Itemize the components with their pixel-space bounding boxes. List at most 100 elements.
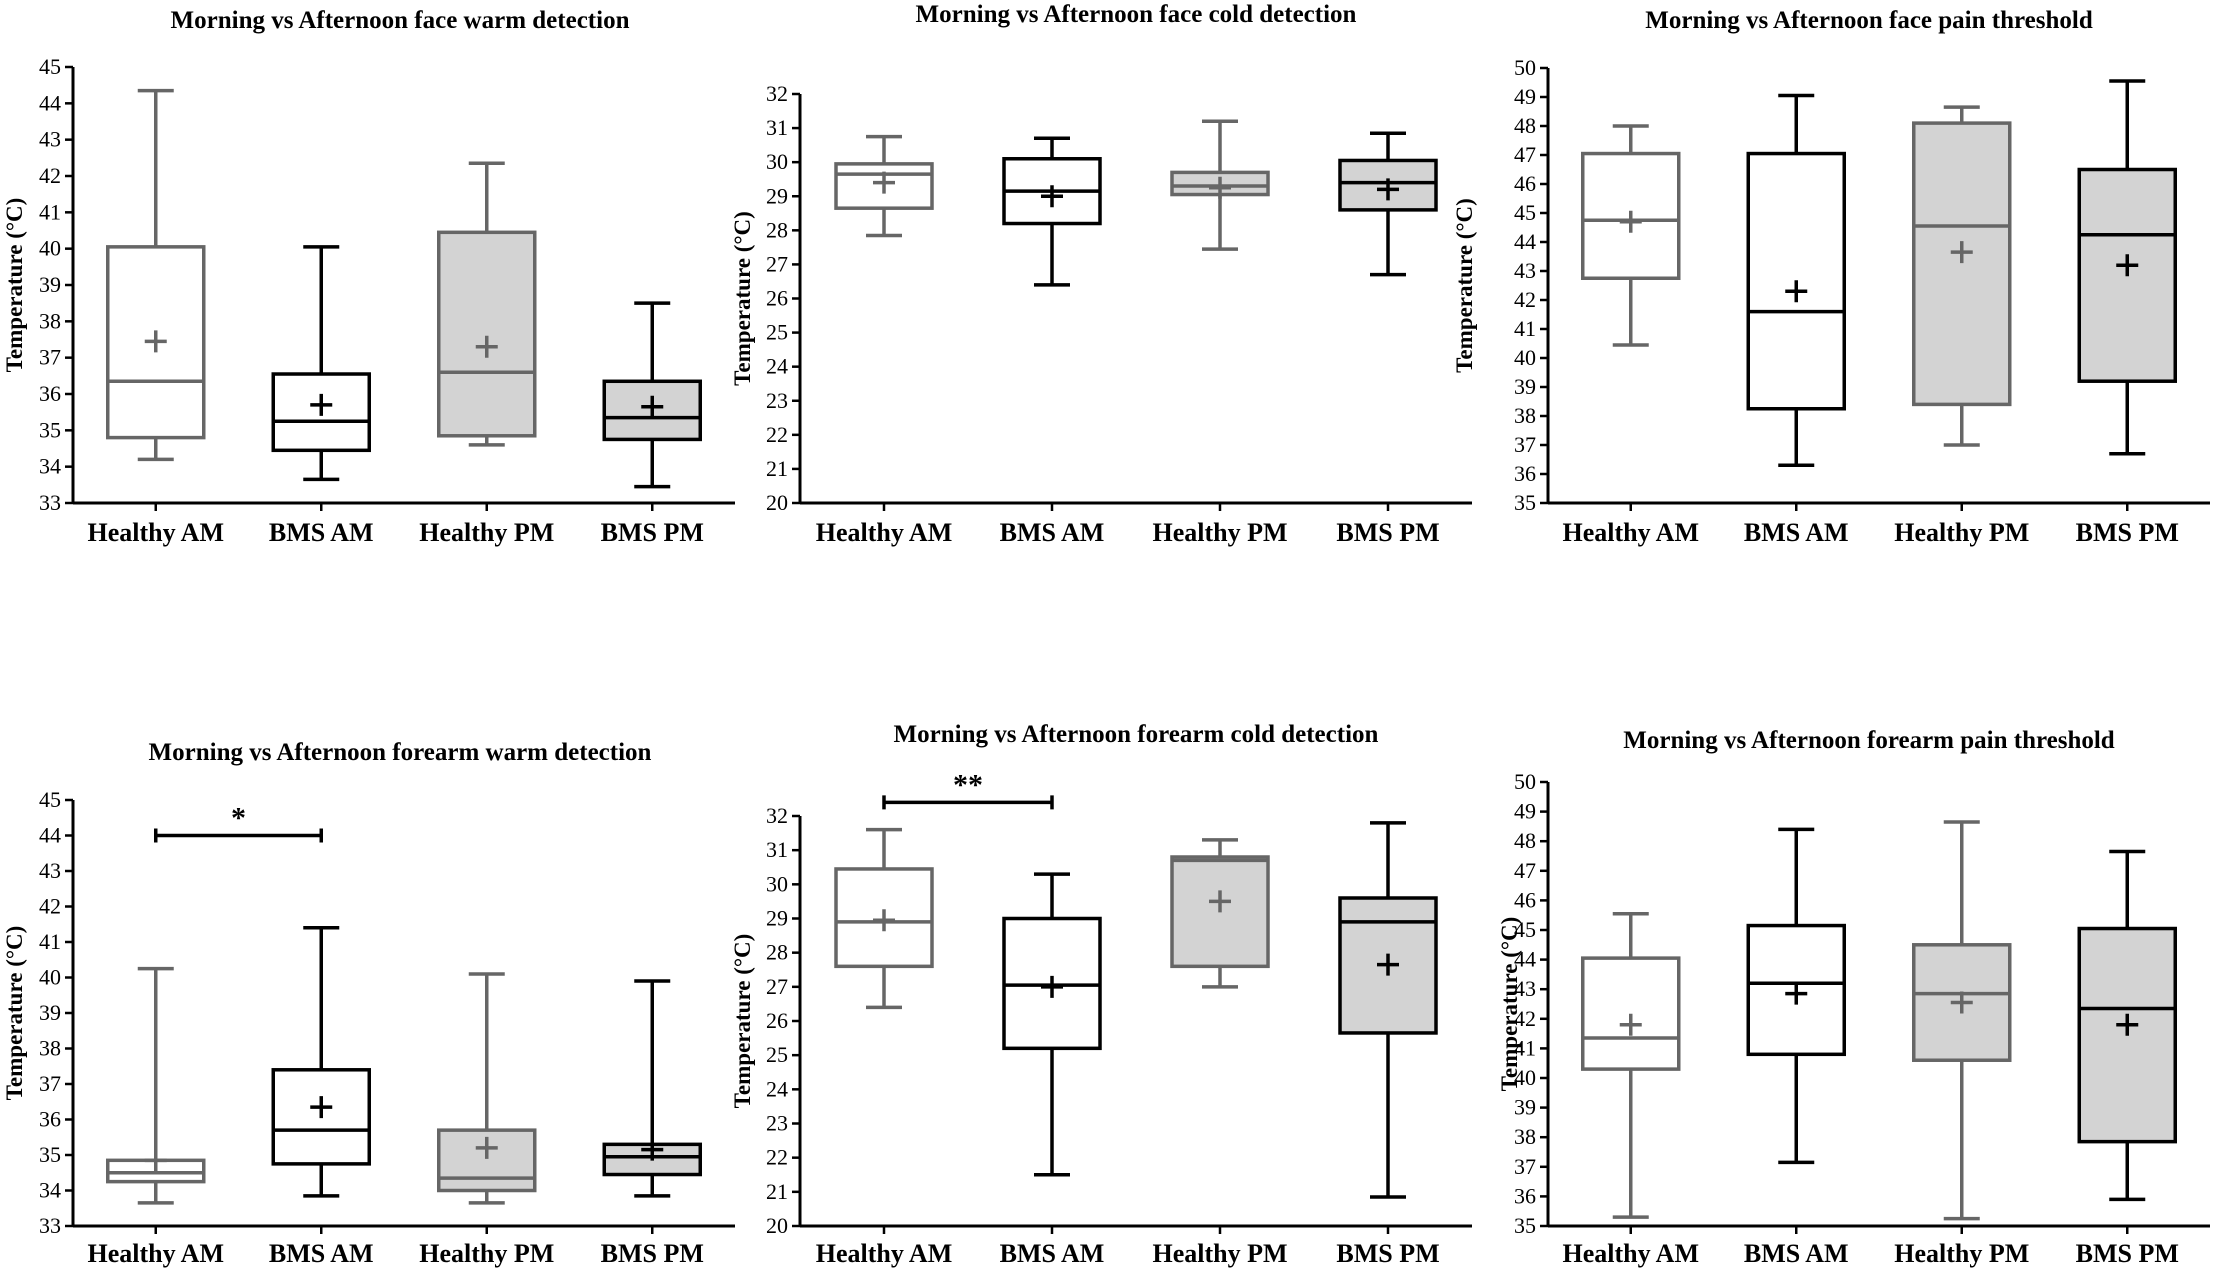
y-tick-label: 43: [1514, 258, 1536, 283]
box-bms-am: [271, 926, 371, 1198]
y-tick-label: 38: [1514, 1124, 1536, 1149]
y-tick-label: 22: [766, 1145, 788, 1170]
significance-label: *: [231, 802, 246, 835]
box-healthy-pm: [1170, 119, 1270, 251]
x-tick-label: BMS AM: [1744, 518, 1849, 547]
y-tick-label: 30: [766, 871, 788, 896]
y-tick-label: 38: [1514, 403, 1536, 428]
x-tick-label: BMS PM: [2076, 518, 2179, 547]
box-healthy-am: [106, 966, 206, 1205]
y-tick-label: 37: [39, 345, 61, 370]
chart-title: Morning vs Afternoon forearm pain thresh…: [1623, 727, 2115, 754]
x-tick-label: BMS PM: [601, 1239, 704, 1268]
y-tick-label: 36: [39, 381, 61, 406]
mean-marker: [1209, 176, 1231, 199]
y-tick-label: 45: [1514, 200, 1536, 225]
y-tick-label: 35: [39, 1142, 61, 1167]
mean-marker: [1377, 953, 1399, 976]
y-tick-label: 50: [1514, 769, 1536, 794]
y-tick-label: 49: [1514, 84, 1536, 109]
y-tick-label: 50: [1514, 55, 1536, 80]
y-tick-label: 29: [766, 906, 788, 931]
mean-marker: [1377, 178, 1399, 201]
mean-marker: [1785, 982, 1808, 1005]
y-tick-label: 42: [39, 163, 61, 188]
x-tick-label: BMS AM: [1000, 1239, 1105, 1268]
x-tick-label: BMS AM: [269, 1239, 374, 1268]
y-tick-label: 39: [39, 272, 61, 297]
y-tick-label: 23: [766, 388, 788, 413]
y-axis-label: Temperature (°C): [730, 934, 755, 1109]
y-tick-label: 34: [39, 1178, 61, 1203]
y-tick-label: 45: [39, 787, 61, 812]
y-tick-label: 39: [39, 1000, 61, 1025]
x-tick-label: Healthy AM: [1563, 518, 1700, 547]
x-tick-label: Healthy PM: [419, 1239, 554, 1268]
mean-marker: [1785, 280, 1808, 303]
y-tick-label: 43: [39, 858, 61, 883]
y-tick-label: 36: [1514, 1183, 1536, 1208]
chart-title: Morning vs Afternoon forearm warm detect…: [149, 739, 652, 766]
mean-marker: [310, 393, 333, 416]
box-bms-pm: [1338, 821, 1438, 1199]
y-axis-label: Temperature (°C): [2, 198, 27, 373]
y-tick-label: 46: [1514, 171, 1536, 196]
y-tick-label: 48: [1514, 113, 1536, 138]
iqr-box: [1912, 121, 2012, 407]
y-tick-label: 29: [766, 183, 788, 208]
box-healthy-am: [834, 134, 934, 238]
y-axis-label: Temperature (°C): [730, 211, 755, 386]
chart-title: Morning vs Afternoon face pain threshold: [1645, 7, 2093, 34]
y-tick-label: 45: [1514, 917, 1536, 942]
iqr-box: [1581, 956, 1681, 1071]
chart-panel-3: Morning vs Afternoon face pain threshold…: [1452, 7, 2210, 547]
x-tick-label: Healthy AM: [816, 1239, 953, 1268]
box-bms-pm: [602, 301, 702, 489]
chart-panel-2: Morning vs Afternoon face cold detection…: [730, 1, 1472, 547]
y-tick-label: 23: [766, 1111, 788, 1136]
y-tick-label: 26: [766, 1008, 788, 1033]
significance-bracket: [882, 795, 1054, 810]
box-healthy-pm: [437, 161, 537, 447]
y-tick-label: 44: [1514, 229, 1536, 254]
mean-marker: [1041, 975, 1063, 998]
y-tick-label: 28: [766, 217, 788, 242]
mean-marker: [1619, 210, 1642, 233]
y-tick-label: 48: [1514, 828, 1536, 853]
y-axis-label: Temperature (°C): [1497, 917, 1522, 1092]
box-healthy-pm: [1912, 820, 2012, 1221]
box-bms-am: [271, 245, 371, 482]
y-tick-label: 39: [1514, 374, 1536, 399]
y-tick-label: 38: [39, 1036, 61, 1061]
chart-panel-4: Morning vs Afternoon forearm warm detect…: [2, 739, 735, 1268]
x-tick-label: BMS AM: [1744, 1239, 1849, 1268]
y-tick-label: 35: [39, 417, 61, 442]
x-tick-label: BMS PM: [2076, 1239, 2179, 1268]
y-tick-label: 42: [1514, 1006, 1536, 1031]
y-tick-label: 30: [766, 149, 788, 174]
mean-marker: [2116, 1013, 2139, 1036]
y-tick-label: 46: [1514, 887, 1536, 912]
x-tick-label: BMS AM: [1000, 518, 1105, 547]
box-healthy-am: [1581, 911, 1681, 1219]
box-bms-am: [1002, 136, 1102, 287]
y-tick-label: 27: [766, 974, 788, 999]
mean-marker: [1619, 1013, 1642, 1036]
y-tick-label: 40: [39, 965, 61, 990]
box-healthy-am: [1581, 124, 1681, 347]
x-tick-label: BMS PM: [601, 518, 704, 547]
box-bms-am: [1746, 827, 1846, 1165]
x-tick-label: Healthy AM: [88, 518, 225, 547]
y-tick-label: 34: [39, 454, 61, 479]
y-tick-label: 20: [766, 1213, 788, 1238]
y-tick-label: 40: [39, 236, 61, 261]
y-tick-label: 39: [1514, 1095, 1536, 1120]
box-bms-pm: [2077, 79, 2177, 456]
box-healthy-pm: [437, 972, 537, 1205]
y-tick-label: 41: [1514, 316, 1536, 341]
box-bms-pm: [602, 979, 702, 1198]
mean-marker: [1950, 991, 1973, 1014]
y-tick-label: 37: [39, 1071, 61, 1096]
x-tick-label: Healthy PM: [1152, 1239, 1287, 1268]
mean-marker: [475, 335, 498, 358]
